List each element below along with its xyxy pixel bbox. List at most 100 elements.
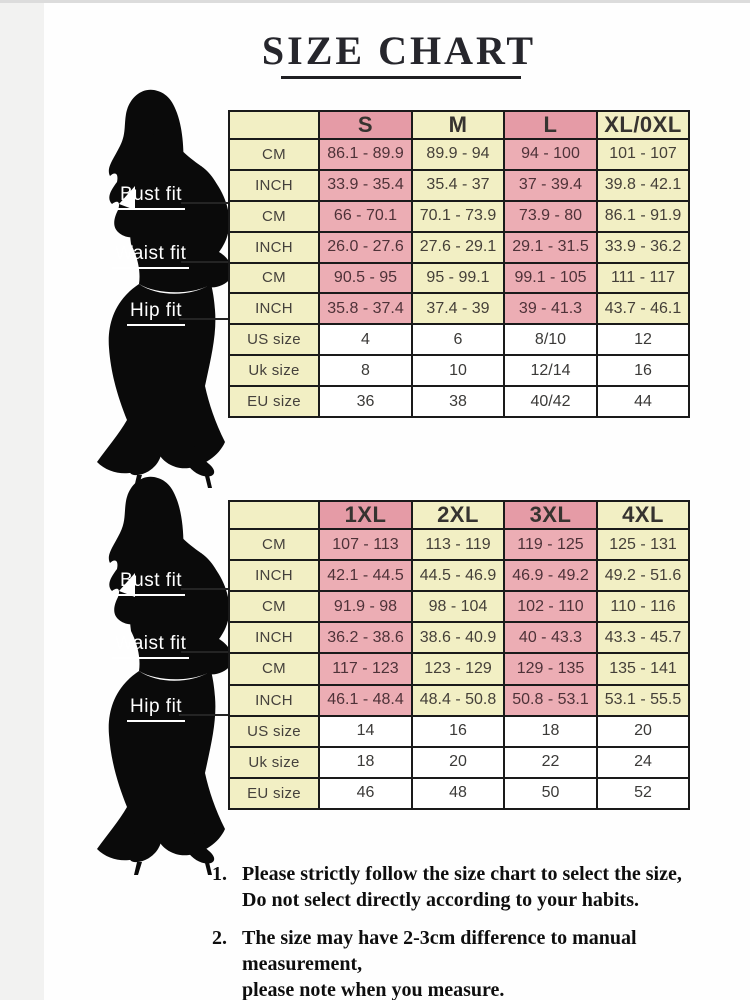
bust-fit-label: Bust fit <box>117 184 186 210</box>
value-cell: 125 - 131 <box>596 527 690 562</box>
value-cell: 33.9 - 36.2 <box>596 230 690 264</box>
value-cell: 20 <box>596 714 690 748</box>
value-cell: 44.5 - 46.9 <box>411 559 505 593</box>
value-cell: 38 <box>411 385 505 418</box>
value-cell: 37.4 - 39 <box>411 292 505 326</box>
size-table-regular: S M L XL/0XL CM 86.1 - 89.9 89.9 - 94 94 - 100 1… <box>228 110 690 418</box>
table-row: EU size 36 38 40/42 44 <box>228 385 690 418</box>
size-chart-table: S M L XL/0XL CM 86.1 - 89.9 89.9 - 94 94 - 100 1… <box>228 110 690 418</box>
value-cell: 94 - 100 <box>503 138 598 171</box>
table-row: CM 91.9 - 98 98 - 104 102 - 110 110 - 116 <box>228 590 690 624</box>
size-column-header: S <box>318 110 413 140</box>
table-row: INCH 36.2 - 38.6 38.6 - 40.9 40 - 43.3 43.3 … <box>228 621 690 655</box>
value-cell: 43.7 - 46.1 <box>596 292 690 326</box>
note-1-line-2: Do not select directly according to your… <box>242 889 640 911</box>
table-row: CM 66 - 70.1 70.1 - 73.9 73.9 - 80 86.1 - 91… <box>228 199 690 233</box>
value-cell: 52 <box>596 776 690 811</box>
row-label-cell: Uk size <box>228 354 320 387</box>
row-label-cell: CM <box>228 138 320 171</box>
value-cell: 89.9 - 94 <box>411 138 505 171</box>
row-label-cell: INCH <box>228 230 320 264</box>
table-row: EU size 46 48 50 52 <box>228 776 690 811</box>
size-column-header: 1XL <box>318 500 413 530</box>
value-cell: 73.9 - 80 <box>503 199 598 233</box>
value-cell: 53.1 - 55.5 <box>596 683 690 717</box>
value-cell: 24 <box>596 745 690 779</box>
note-2-number: 2. <box>212 927 227 949</box>
size-table-plus: 1XL 2XL 3XL 4XL CM 107 - 113 113 - 119 119 - 12… <box>228 500 690 811</box>
value-cell: 14 <box>318 714 413 748</box>
hip-fit-label: Hip fit <box>127 300 186 326</box>
value-cell: 119 - 125 <box>503 527 598 562</box>
value-cell: 113 - 119 <box>411 527 505 562</box>
value-cell: 44 <box>596 385 690 418</box>
table-row: US size 14 16 18 20 <box>228 714 690 748</box>
value-cell: 33.9 - 35.4 <box>318 168 413 202</box>
value-cell: 18 <box>503 714 598 748</box>
waist-fit-label: Waist fit <box>112 633 190 659</box>
row-label-cell: INCH <box>228 559 320 593</box>
note-2: 2. The size may have 2-3cm difference to… <box>212 925 742 1000</box>
value-cell: 70.1 - 73.9 <box>411 199 505 233</box>
value-cell: 50.8 - 53.1 <box>503 683 598 717</box>
value-cell: 129 - 135 <box>503 652 598 686</box>
row-label-cell: US size <box>228 714 320 748</box>
table-row: CM 86.1 - 89.9 89.9 - 94 94 - 100 101 - 107 <box>228 138 690 171</box>
value-cell: 90.5 - 95 <box>318 261 413 295</box>
size-chart-table: 1XL 2XL 3XL 4XL CM 107 - 113 113 - 119 119 - 12… <box>228 500 690 811</box>
value-cell: 35.4 - 37 <box>411 168 505 202</box>
size-column-header: 3XL <box>503 500 598 530</box>
value-cell: 10 <box>411 354 505 387</box>
value-cell: 39 - 41.3 <box>503 292 598 326</box>
row-label-cell: INCH <box>228 683 320 717</box>
value-cell: 29.1 - 31.5 <box>503 230 598 264</box>
value-cell: 111 - 117 <box>596 261 690 295</box>
value-cell: 12/14 <box>503 354 598 387</box>
value-cell: 91.9 - 98 <box>318 590 413 624</box>
value-cell: 86.1 - 91.9 <box>596 199 690 233</box>
note-2-line-2: please note when you measure. <box>242 979 505 1000</box>
size-column-header: L <box>503 110 598 140</box>
value-cell: 20 <box>411 745 505 779</box>
value-cell: 86.1 - 89.9 <box>318 138 413 171</box>
table-row: INCH 42.1 - 44.5 44.5 - 46.9 46.9 - 49.2 49.… <box>228 559 690 593</box>
value-cell: 36.2 - 38.6 <box>318 621 413 655</box>
row-label-cell: INCH <box>228 292 320 326</box>
woman-silhouette-icon <box>97 476 233 875</box>
value-cell: 40/42 <box>503 385 598 418</box>
value-cell: 49.2 - 51.6 <box>596 559 690 593</box>
note-2-line-1: The size may have 2-3cm difference to ma… <box>242 927 637 975</box>
value-cell: 46 <box>318 776 413 811</box>
value-cell: 8/10 <box>503 323 598 357</box>
row-label-cell: Uk size <box>228 745 320 779</box>
title-underline <box>281 76 521 79</box>
value-cell: 48.4 - 50.8 <box>411 683 505 717</box>
value-cell: 99.1 - 105 <box>503 261 598 295</box>
note-2-text: The size may have 2-3cm difference to ma… <box>242 925 742 1000</box>
size-column-header: XL/0XL <box>596 110 690 140</box>
waist-fit-line <box>181 261 228 263</box>
value-cell: 8 <box>318 354 413 387</box>
hip-fit-label: Hip fit <box>127 696 186 722</box>
waist-fit-line <box>181 651 228 653</box>
value-cell: 39.8 - 42.1 <box>596 168 690 202</box>
value-cell: 117 - 123 <box>318 652 413 686</box>
hip-fit-line <box>179 714 228 716</box>
row-label-cell: CM <box>228 199 320 233</box>
corner-cell <box>228 110 320 140</box>
table-row: CM 117 - 123 123 - 129 129 - 135 135 - 141 <box>228 652 690 686</box>
value-cell: 36 <box>318 385 413 418</box>
value-cell: 135 - 141 <box>596 652 690 686</box>
size-column-header: M <box>411 110 505 140</box>
page-title: SIZE CHART <box>261 28 537 73</box>
value-cell: 16 <box>411 714 505 748</box>
hip-fit-line <box>179 318 228 320</box>
value-cell: 18 <box>318 745 413 779</box>
row-label-cell: INCH <box>228 621 320 655</box>
value-cell: 37 - 39.4 <box>503 168 598 202</box>
note-1-number: 1. <box>212 863 227 885</box>
value-cell: 107 - 113 <box>318 527 413 562</box>
value-cell: 48 <box>411 776 505 811</box>
table-row: CM 90.5 - 95 95 - 99.1 99.1 - 105 111 - 117 <box>228 261 690 295</box>
